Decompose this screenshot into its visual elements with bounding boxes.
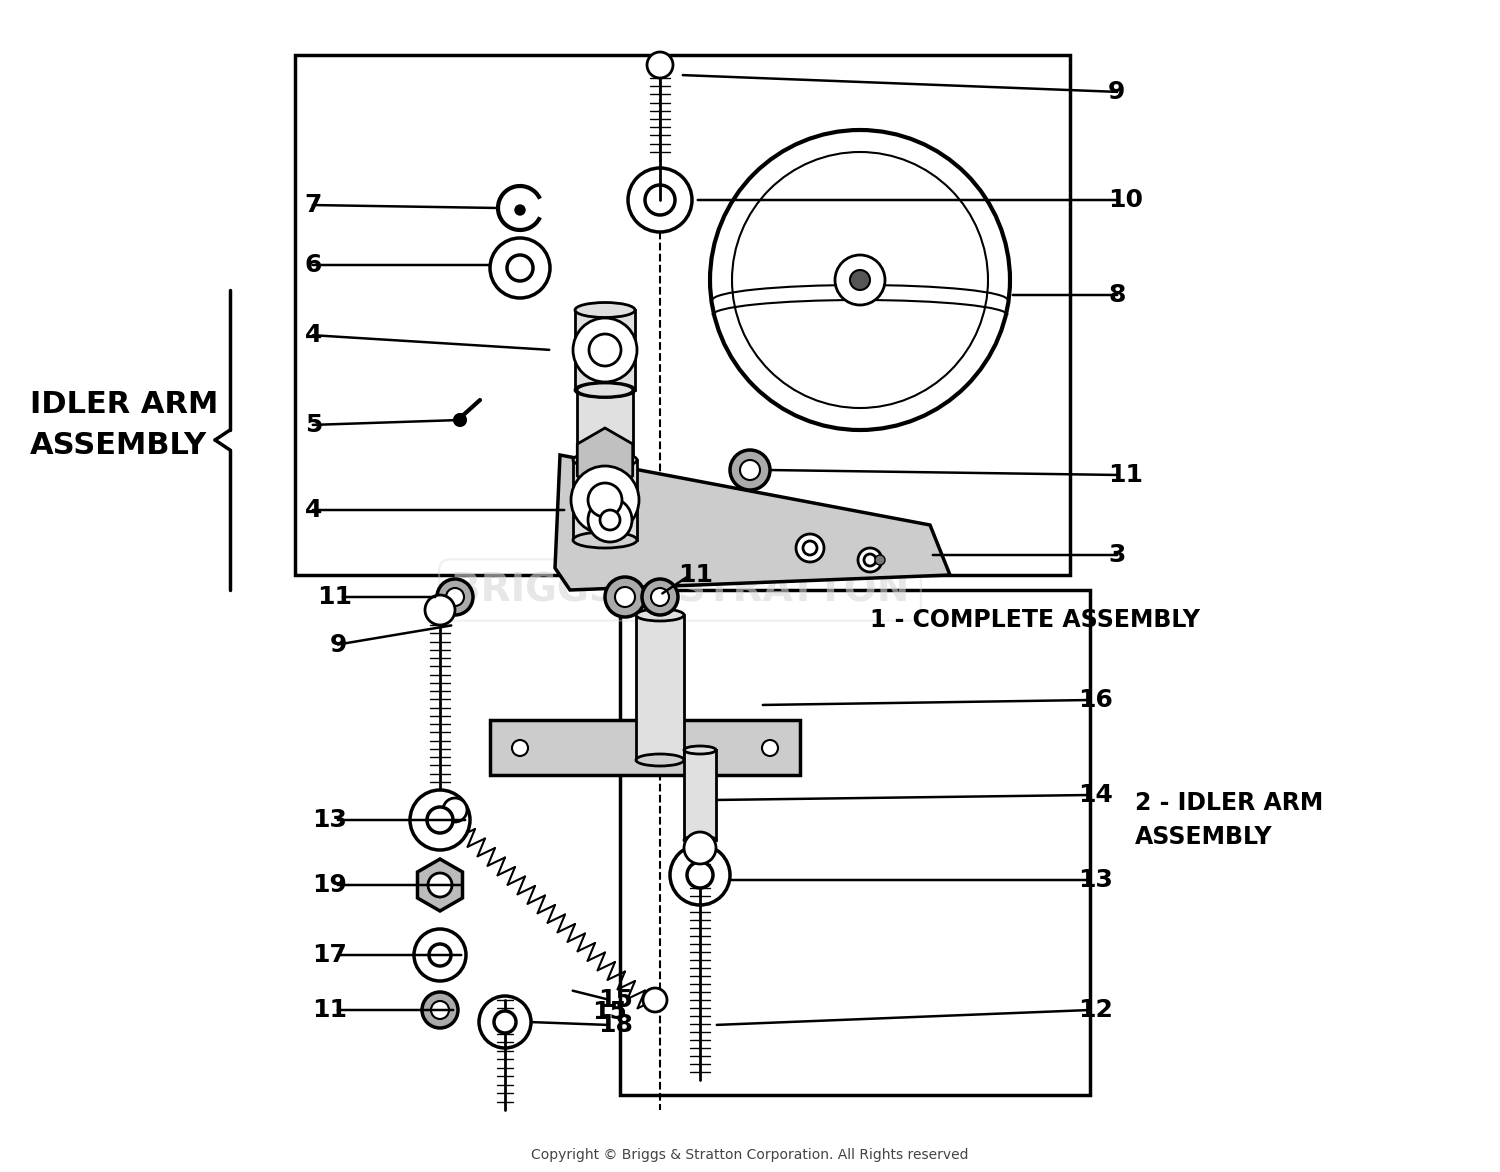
Circle shape	[850, 270, 870, 289]
Circle shape	[732, 152, 988, 408]
Ellipse shape	[578, 383, 633, 397]
Text: 14: 14	[1078, 783, 1113, 808]
Circle shape	[600, 510, 619, 530]
Ellipse shape	[636, 754, 684, 766]
Text: Copyright © Briggs & Stratton Corporation. All Rights reserved: Copyright © Briggs & Stratton Corporatio…	[531, 1149, 969, 1161]
Polygon shape	[578, 428, 633, 492]
Circle shape	[507, 255, 532, 281]
Text: 11: 11	[312, 999, 346, 1022]
Ellipse shape	[636, 609, 684, 621]
Circle shape	[427, 873, 451, 897]
Circle shape	[670, 845, 730, 905]
Text: 18: 18	[598, 1013, 633, 1037]
Text: 5: 5	[304, 413, 322, 437]
Text: 17: 17	[312, 943, 346, 967]
Text: 11: 11	[678, 563, 712, 587]
Polygon shape	[555, 455, 950, 590]
Text: 8: 8	[1108, 282, 1125, 307]
Circle shape	[642, 579, 678, 615]
Circle shape	[644, 988, 668, 1011]
Circle shape	[802, 541, 818, 556]
Circle shape	[514, 205, 525, 214]
Bar	[573, 459, 638, 540]
Ellipse shape	[684, 836, 716, 844]
Text: 6: 6	[304, 253, 322, 277]
Bar	[296, 55, 1070, 575]
Ellipse shape	[574, 302, 634, 318]
Text: 9: 9	[1108, 80, 1125, 104]
Text: 11: 11	[316, 585, 352, 609]
Circle shape	[740, 459, 760, 481]
Circle shape	[684, 832, 716, 864]
Circle shape	[429, 943, 451, 966]
Circle shape	[490, 238, 550, 298]
Circle shape	[422, 992, 458, 1028]
Text: 11: 11	[1108, 463, 1143, 488]
Circle shape	[442, 798, 466, 822]
Text: 9: 9	[330, 633, 346, 657]
Ellipse shape	[573, 452, 638, 468]
Ellipse shape	[573, 532, 638, 548]
Ellipse shape	[574, 382, 634, 397]
Circle shape	[436, 579, 472, 615]
Text: 3: 3	[1108, 543, 1125, 567]
Circle shape	[730, 450, 770, 490]
Circle shape	[651, 588, 669, 606]
Circle shape	[687, 861, 712, 888]
Circle shape	[590, 334, 621, 366]
Text: BRIGGS & STRATTON: BRIGGS & STRATTON	[452, 571, 909, 609]
Polygon shape	[417, 859, 462, 911]
Circle shape	[864, 554, 876, 566]
Ellipse shape	[684, 747, 716, 754]
Circle shape	[427, 808, 453, 833]
Bar	[574, 311, 634, 390]
Text: 10: 10	[1108, 188, 1143, 212]
Circle shape	[410, 790, 470, 850]
Text: 2 - IDLER ARM
ASSEMBLY: 2 - IDLER ARM ASSEMBLY	[1136, 791, 1323, 849]
Circle shape	[645, 185, 675, 214]
Text: 4: 4	[304, 498, 322, 522]
Circle shape	[836, 255, 885, 305]
Circle shape	[424, 595, 454, 625]
Circle shape	[572, 466, 639, 534]
Text: 19: 19	[312, 873, 346, 897]
Circle shape	[874, 556, 885, 565]
Bar	[578, 390, 633, 459]
Circle shape	[588, 498, 632, 541]
Circle shape	[858, 548, 882, 572]
Circle shape	[796, 534, 824, 563]
Circle shape	[494, 1011, 516, 1033]
Circle shape	[573, 318, 638, 382]
Text: 13: 13	[1078, 868, 1113, 892]
Circle shape	[646, 52, 674, 79]
Text: 15: 15	[592, 1000, 627, 1024]
Circle shape	[710, 130, 1010, 430]
Text: 1 - COMPLETE ASSEMBLY: 1 - COMPLETE ASSEMBLY	[870, 608, 1200, 632]
Circle shape	[628, 168, 692, 232]
Circle shape	[446, 588, 464, 606]
Polygon shape	[490, 720, 800, 775]
Text: 12: 12	[1078, 999, 1113, 1022]
Circle shape	[414, 929, 466, 981]
Bar	[684, 750, 716, 840]
Circle shape	[615, 587, 634, 607]
Text: 15: 15	[598, 988, 633, 1011]
Circle shape	[604, 577, 645, 616]
Text: 4: 4	[304, 323, 322, 347]
Bar	[636, 615, 684, 759]
Circle shape	[762, 740, 778, 756]
Text: 13: 13	[312, 808, 346, 832]
Circle shape	[478, 996, 531, 1048]
Circle shape	[430, 1001, 448, 1018]
Text: 7: 7	[304, 193, 322, 217]
Circle shape	[588, 483, 622, 517]
Bar	[620, 590, 1090, 1095]
Circle shape	[512, 740, 528, 756]
Text: 16: 16	[1078, 688, 1113, 713]
Text: IDLER ARM
ASSEMBLY: IDLER ARM ASSEMBLY	[30, 390, 219, 459]
Ellipse shape	[578, 454, 633, 466]
Circle shape	[454, 414, 466, 425]
